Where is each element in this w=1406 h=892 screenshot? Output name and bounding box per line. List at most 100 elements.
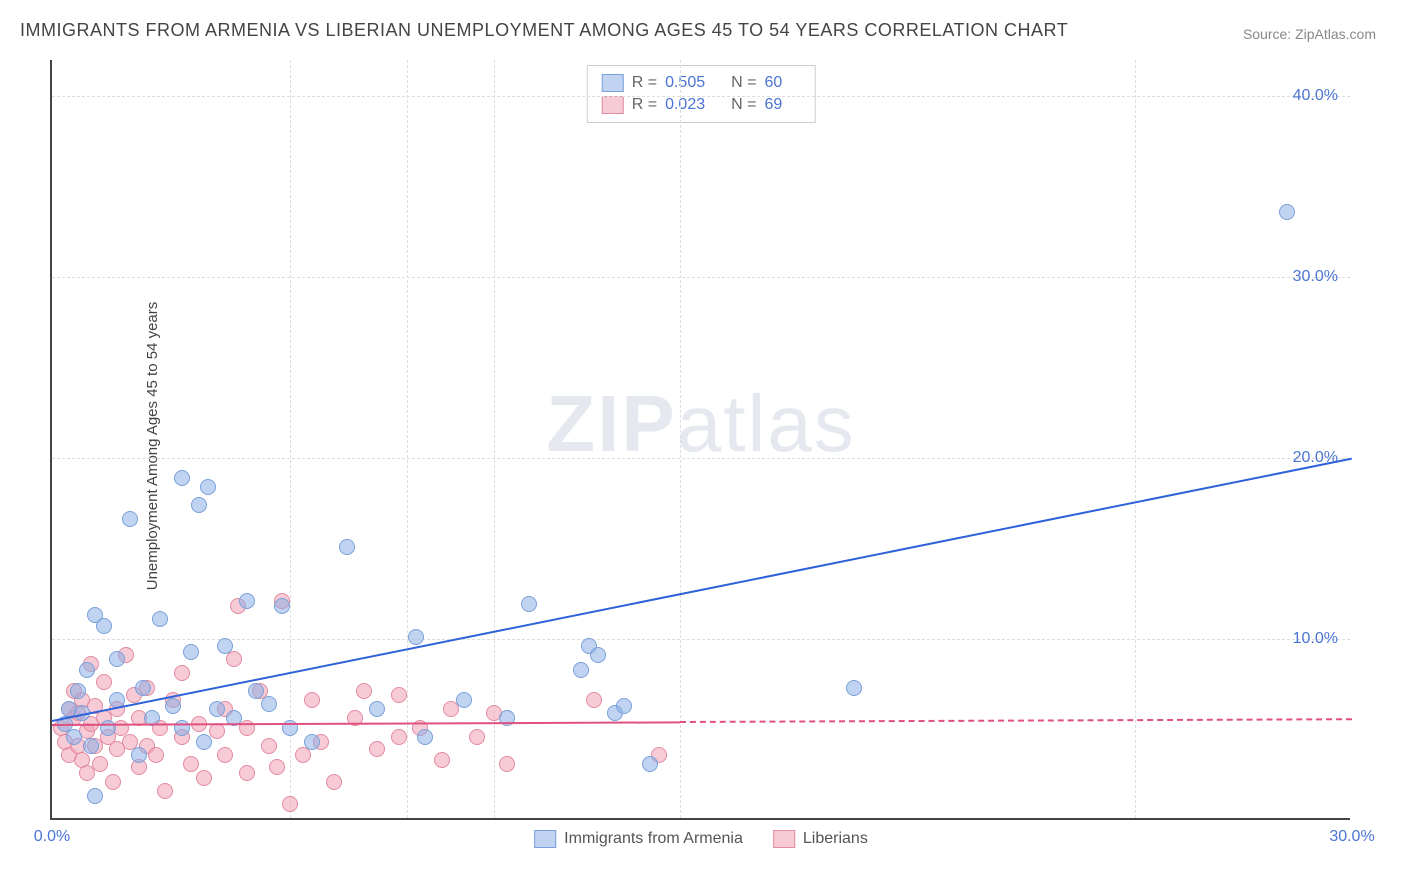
- scatter-point-armenia: [369, 701, 385, 717]
- scatter-point-liberia: [586, 692, 602, 708]
- scatter-point-armenia: [87, 788, 103, 804]
- scatter-point-armenia: [846, 680, 862, 696]
- legend-swatch-liberia: [773, 830, 795, 848]
- scatter-point-liberia: [148, 747, 164, 763]
- legend-r-armenia: 0.505: [665, 74, 705, 92]
- scatter-point-armenia: [122, 511, 138, 527]
- scatter-point-liberia: [282, 796, 298, 812]
- correlation-legend: R = 0.505 N = 60 R = 0.023 N = 69: [587, 65, 816, 123]
- scatter-point-armenia: [70, 683, 86, 699]
- legend-label-liberia: Liberians: [803, 830, 868, 848]
- scatter-point-armenia: [209, 701, 225, 717]
- watermark: ZIPatlas: [546, 378, 855, 470]
- y-tick-label: 30.0%: [1293, 268, 1338, 286]
- legend-r-label: R =: [632, 74, 657, 92]
- source-link[interactable]: ZipAtlas.com: [1295, 26, 1376, 42]
- legend-n-armenia: 60: [764, 74, 782, 92]
- scatter-point-armenia: [165, 698, 181, 714]
- scatter-point-liberia: [391, 687, 407, 703]
- scatter-point-armenia: [417, 729, 433, 745]
- scatter-point-liberia: [499, 756, 515, 772]
- scatter-point-armenia: [152, 611, 168, 627]
- scatter-point-armenia: [200, 479, 216, 495]
- scatter-point-liberia: [434, 752, 450, 768]
- scatter-point-armenia: [217, 638, 233, 654]
- scatter-point-armenia: [109, 651, 125, 667]
- gridline-y: [52, 458, 1350, 459]
- scatter-point-liberia: [217, 747, 233, 763]
- trend-line: [52, 458, 1352, 722]
- scatter-point-armenia: [96, 618, 112, 634]
- legend-item-armenia: Immigrants from Armenia: [534, 830, 743, 848]
- scatter-point-armenia: [590, 647, 606, 663]
- scatter-point-armenia: [521, 596, 537, 612]
- scatter-point-liberia: [105, 774, 121, 790]
- scatter-point-armenia: [183, 644, 199, 660]
- legend-n-label: N =: [731, 74, 756, 92]
- gridline-x: [680, 60, 681, 818]
- gridline-x: [1135, 60, 1136, 818]
- scatter-point-armenia: [66, 729, 82, 745]
- scatter-point-liberia: [356, 683, 372, 699]
- chart-title: IMMIGRANTS FROM ARMENIA VS LIBERIAN UNEM…: [20, 20, 1068, 41]
- x-tick-label: 30.0%: [1329, 828, 1374, 846]
- scatter-point-armenia: [339, 539, 355, 555]
- scatter-point-liberia: [269, 759, 285, 775]
- scatter-point-armenia: [174, 720, 190, 736]
- gridline-y: [52, 277, 1350, 278]
- scatter-point-liberia: [96, 674, 112, 690]
- x-tick-label: 0.0%: [34, 828, 70, 846]
- gridline-x: [290, 60, 291, 818]
- scatter-point-armenia: [131, 747, 147, 763]
- scatter-point-armenia: [191, 497, 207, 513]
- scatter-point-liberia: [304, 692, 320, 708]
- scatter-point-armenia: [282, 720, 298, 736]
- scatter-point-liberia: [261, 738, 277, 754]
- scatter-point-armenia: [616, 698, 632, 714]
- scatter-point-armenia: [304, 734, 320, 750]
- scatter-point-liberia: [469, 729, 485, 745]
- scatter-point-liberia: [183, 756, 199, 772]
- scatter-point-armenia: [573, 662, 589, 678]
- legend-swatch-armenia: [534, 830, 556, 848]
- legend-row-liberia: R = 0.023 N = 69: [602, 94, 801, 116]
- gridline-y: [52, 639, 1350, 640]
- scatter-point-liberia: [196, 770, 212, 786]
- legend-item-liberia: Liberians: [773, 830, 868, 848]
- legend-n-label: N =: [731, 96, 756, 114]
- scatter-point-liberia: [157, 783, 173, 799]
- scatter-point-armenia: [248, 683, 264, 699]
- scatter-point-liberia: [209, 723, 225, 739]
- chart-plot-area: ZIPatlas R = 0.505 N = 60 R = 0.023 N = …: [50, 60, 1350, 820]
- scatter-point-liberia: [174, 665, 190, 681]
- scatter-point-armenia: [83, 738, 99, 754]
- scatter-point-liberia: [239, 765, 255, 781]
- scatter-point-armenia: [100, 720, 116, 736]
- source-attribution: Source: ZipAtlas.com: [1243, 26, 1376, 42]
- trend-line: [680, 719, 1352, 724]
- gridline-x: [407, 60, 408, 818]
- scatter-point-armenia: [196, 734, 212, 750]
- scatter-point-armenia: [274, 598, 290, 614]
- legend-r-liberia: 0.023: [665, 96, 705, 114]
- scatter-point-armenia: [135, 680, 151, 696]
- scatter-point-liberia: [92, 756, 108, 772]
- scatter-point-armenia: [642, 756, 658, 772]
- scatter-point-armenia: [261, 696, 277, 712]
- y-tick-label: 40.0%: [1293, 87, 1338, 105]
- scatter-point-liberia: [239, 720, 255, 736]
- scatter-point-liberia: [369, 741, 385, 757]
- series-legend: Immigrants from Armenia Liberians: [534, 830, 868, 848]
- scatter-point-armenia: [1279, 204, 1295, 220]
- scatter-point-armenia: [79, 662, 95, 678]
- scatter-point-liberia: [326, 774, 342, 790]
- legend-swatch-liberia: [602, 96, 624, 114]
- legend-label-armenia: Immigrants from Armenia: [564, 830, 743, 848]
- gridline-y: [52, 96, 1350, 97]
- scatter-point-armenia: [456, 692, 472, 708]
- source-label: Source:: [1243, 26, 1291, 42]
- y-tick-label: 10.0%: [1293, 630, 1338, 648]
- scatter-point-armenia: [239, 593, 255, 609]
- scatter-point-armenia: [408, 629, 424, 645]
- legend-n-liberia: 69: [764, 96, 782, 114]
